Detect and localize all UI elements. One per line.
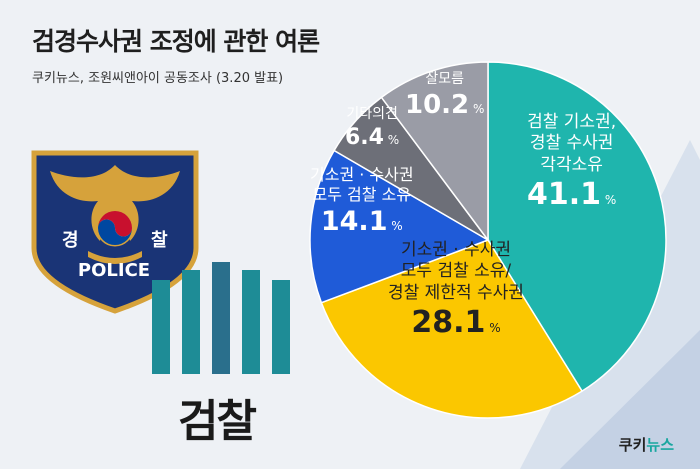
badge-char-right: 찰: [151, 230, 168, 251]
pie-slice-label-line: 모두 검찰 소유/: [400, 261, 512, 282]
pie-slice-label-4: 기타의견 6.4 %: [345, 106, 399, 151]
pie-slice-5: [380, 61, 489, 243]
pie-slice-label-line: 검찰 기소권,: [527, 112, 617, 132]
police-badge-icon: [31, 150, 199, 314]
pie-slice-label-line: 경찰 수사권: [529, 133, 614, 154]
pie-slice-2: [320, 239, 584, 419]
pie-slice-3: [309, 149, 490, 304]
pie-slice-label-5: 잘모름 10.2 %: [405, 71, 484, 121]
brand-part1: 쿠키: [618, 436, 647, 454]
pie-slice-value: 28.1 %: [411, 304, 501, 340]
prosecution-logo-icon: [152, 262, 290, 374]
pie-slice-value: 6.4 %: [345, 124, 400, 150]
pie-slice-1: [487, 61, 667, 393]
pie-slice-unit: %: [485, 320, 501, 335]
pie-slice-value: 41.1 %: [527, 176, 617, 212]
pie-slice-label-line: 모두 검찰 소유: [312, 185, 412, 204]
pie-slice-label-line: 경찰 제한적 수사권: [388, 282, 524, 303]
page-title: 검경수사권 조정에 관한 여론: [32, 27, 320, 56]
prosecution-label: 검찰: [178, 396, 257, 447]
pie-slice-label-3: 기소권 · 수사권 모두 검찰 소유 14.1 %: [310, 165, 414, 239]
pie-slice-unit: %: [383, 132, 400, 147]
pie-slice-unit: %: [387, 219, 403, 233]
badge-char-left: 경: [62, 230, 79, 251]
pie-slice-label-2: 기소권 · 수사권 모두 검찰 소유/경찰 제한적 수사권 28.1 %: [388, 240, 524, 341]
pie-slice-label-line: 기타의견: [346, 106, 398, 122]
brand-part2: 뉴스: [646, 436, 674, 454]
page-subtitle: 쿠키뉴스, 조원씨앤아이 공동조사 (3.20 발표): [32, 71, 284, 86]
badge-police-label: POLICE: [77, 260, 151, 281]
pie-slice-label-line: 잘모름: [425, 71, 464, 87]
pie-slice-label-line: 기소권 · 수사권: [400, 240, 511, 260]
pie-slice-label-1: 검찰 기소권, 경찰 수사권 각각소유 41.1 %: [527, 112, 616, 213]
pie-slice-unit: %: [601, 192, 617, 207]
pie-slice-label-line: 기소권 · 수사권: [310, 165, 414, 184]
pie-slice-value: 14.1 %: [320, 206, 403, 237]
brand-logo: 쿠키뉴스: [619, 434, 674, 455]
pie-slice-value: 10.2 %: [405, 89, 485, 120]
pie-slice-label-line: 각각소유: [540, 154, 603, 175]
pie-slice-unit: %: [469, 101, 485, 116]
